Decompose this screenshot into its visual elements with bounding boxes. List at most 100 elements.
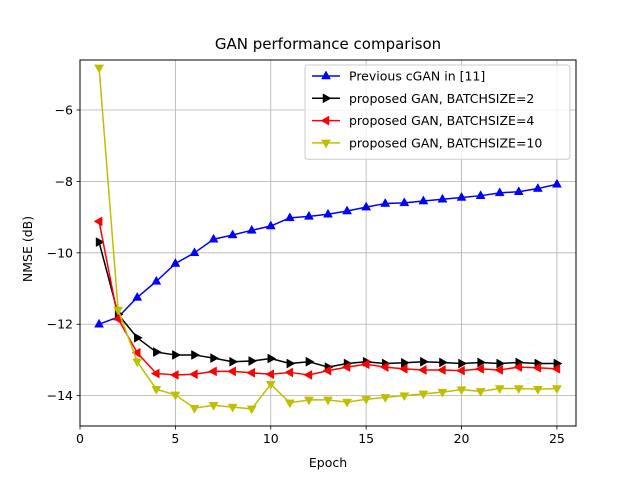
y-tick-label: −8 bbox=[55, 174, 73, 189]
data-point bbox=[380, 394, 391, 403]
data-point bbox=[551, 178, 562, 188]
data-point bbox=[417, 365, 427, 375]
data-point bbox=[265, 369, 275, 380]
data-point bbox=[284, 212, 295, 222]
data-point bbox=[532, 183, 543, 192]
x-tick-label: 10 bbox=[263, 431, 279, 446]
data-point bbox=[303, 370, 313, 380]
data-point bbox=[131, 347, 141, 358]
data-point bbox=[210, 353, 220, 364]
x-tick-label: 0 bbox=[76, 431, 84, 446]
x-tick-label: 15 bbox=[358, 431, 374, 446]
data-point bbox=[399, 392, 410, 402]
y-axis: −14 −12 −10 −8 −6 bbox=[47, 102, 80, 403]
data-point bbox=[494, 187, 505, 197]
data-point bbox=[94, 64, 105, 74]
data-point bbox=[113, 306, 124, 316]
plot-frame bbox=[79, 59, 577, 427]
series-4 bbox=[94, 64, 562, 415]
data-point bbox=[227, 403, 238, 413]
data-point bbox=[551, 363, 561, 374]
chart-title: GAN performance comparison bbox=[215, 35, 441, 53]
data-point bbox=[494, 365, 503, 375]
data-point bbox=[229, 356, 239, 367]
y-tick-label: −10 bbox=[47, 245, 73, 260]
data-point bbox=[303, 396, 314, 406]
data-point bbox=[379, 362, 389, 373]
data-point bbox=[341, 362, 351, 373]
data-point bbox=[227, 229, 238, 239]
data-point bbox=[132, 291, 143, 301]
legend-label: Previous cGAN in [11] bbox=[349, 69, 485, 84]
data-point bbox=[208, 233, 219, 243]
data-point bbox=[475, 388, 486, 397]
data-point bbox=[361, 201, 372, 211]
data-point bbox=[95, 237, 105, 248]
data-point bbox=[93, 216, 103, 227]
data-point bbox=[360, 359, 370, 370]
y-axis-label: NMSE (dB) bbox=[20, 216, 35, 282]
legend-item: proposed GAN, BATCHSIZE=10 bbox=[312, 135, 542, 150]
data-point bbox=[284, 399, 295, 409]
data-point bbox=[475, 363, 484, 374]
data-point bbox=[532, 385, 543, 395]
legend-item: proposed GAN, BATCHSIZE=4 bbox=[312, 113, 534, 128]
legend-marker bbox=[320, 115, 330, 126]
data-point bbox=[132, 358, 143, 368]
data-point bbox=[170, 258, 181, 267]
data-point bbox=[246, 405, 257, 415]
legend-marker bbox=[321, 70, 331, 80]
data-point bbox=[246, 224, 257, 234]
data-point bbox=[437, 388, 448, 398]
legend-marker bbox=[321, 139, 331, 149]
data-point bbox=[439, 357, 448, 368]
data-point bbox=[513, 362, 523, 373]
data-point bbox=[248, 356, 258, 366]
x-axis: 0 5 10 15 20 25 bbox=[76, 426, 565, 446]
data-point bbox=[401, 357, 410, 368]
data-point bbox=[418, 195, 429, 205]
legend-item: Previous cGAN in [11] bbox=[312, 69, 485, 84]
data-point bbox=[151, 385, 162, 395]
data-point bbox=[133, 332, 143, 343]
data-point bbox=[437, 193, 448, 203]
legend-marker bbox=[322, 93, 332, 104]
legend: Previous cGAN in [11] proposed GAN, BATCH… bbox=[304, 64, 571, 160]
data-point bbox=[513, 186, 524, 196]
data-point bbox=[496, 358, 506, 369]
data-point bbox=[399, 197, 410, 207]
data-point bbox=[151, 275, 162, 285]
data-point bbox=[513, 385, 524, 395]
data-point bbox=[458, 358, 468, 369]
data-point bbox=[265, 220, 276, 230]
data-point bbox=[532, 362, 542, 373]
data-point bbox=[398, 363, 408, 374]
data-point bbox=[420, 356, 429, 367]
data-point bbox=[150, 368, 160, 379]
legend-item: proposed GAN, BATCHSIZE=2 bbox=[312, 91, 534, 106]
data-point bbox=[477, 357, 487, 368]
legend-label: proposed GAN, BATCHSIZE=4 bbox=[349, 113, 534, 128]
y-tick-label: −12 bbox=[47, 317, 73, 332]
data-point bbox=[551, 385, 562, 395]
x-tick-label: 20 bbox=[454, 431, 470, 446]
data-point bbox=[208, 402, 219, 411]
data-point bbox=[322, 365, 332, 376]
data-point bbox=[323, 208, 333, 218]
data-point bbox=[342, 398, 353, 408]
x-tick-label: 25 bbox=[549, 431, 565, 446]
data-point bbox=[361, 395, 372, 405]
data-point bbox=[286, 358, 296, 369]
data-point bbox=[169, 370, 179, 380]
data-point bbox=[208, 366, 217, 377]
data-point bbox=[265, 380, 276, 390]
data-point bbox=[494, 385, 505, 395]
data-point bbox=[418, 390, 429, 400]
data-point bbox=[436, 365, 446, 375]
x-axis-label: Epoch bbox=[309, 455, 347, 470]
data-point bbox=[323, 396, 333, 406]
legend-label: proposed GAN, BATCHSIZE=2 bbox=[349, 91, 534, 106]
data-point bbox=[380, 198, 391, 207]
legend-box bbox=[304, 64, 571, 160]
data-point bbox=[170, 391, 181, 401]
